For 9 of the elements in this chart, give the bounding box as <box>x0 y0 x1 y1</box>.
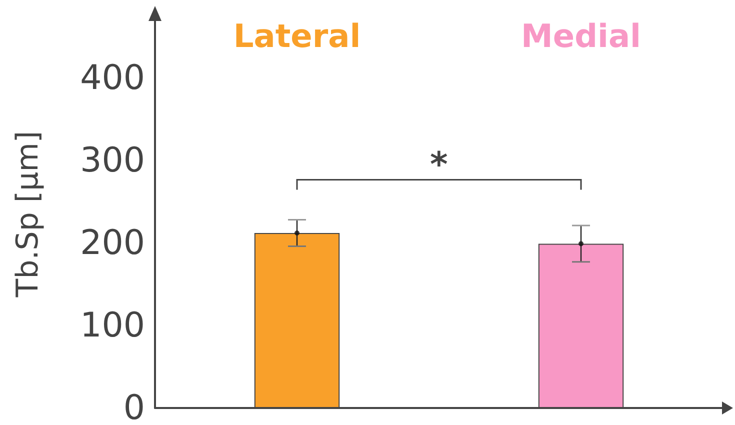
x-tick-label: Lateral <box>233 17 361 55</box>
y-tick-label: 400 <box>80 58 145 98</box>
x-tick-label: Medial <box>521 17 641 55</box>
annotation: * <box>430 144 448 185</box>
y-tick-label: 0 <box>123 388 145 425</box>
y-axis-title: Tb.Sp [μm] <box>10 130 46 298</box>
y-tick-label: 300 <box>80 140 145 180</box>
y-tick-label: 200 <box>80 222 145 263</box>
y-tick-label: 100 <box>80 305 145 346</box>
